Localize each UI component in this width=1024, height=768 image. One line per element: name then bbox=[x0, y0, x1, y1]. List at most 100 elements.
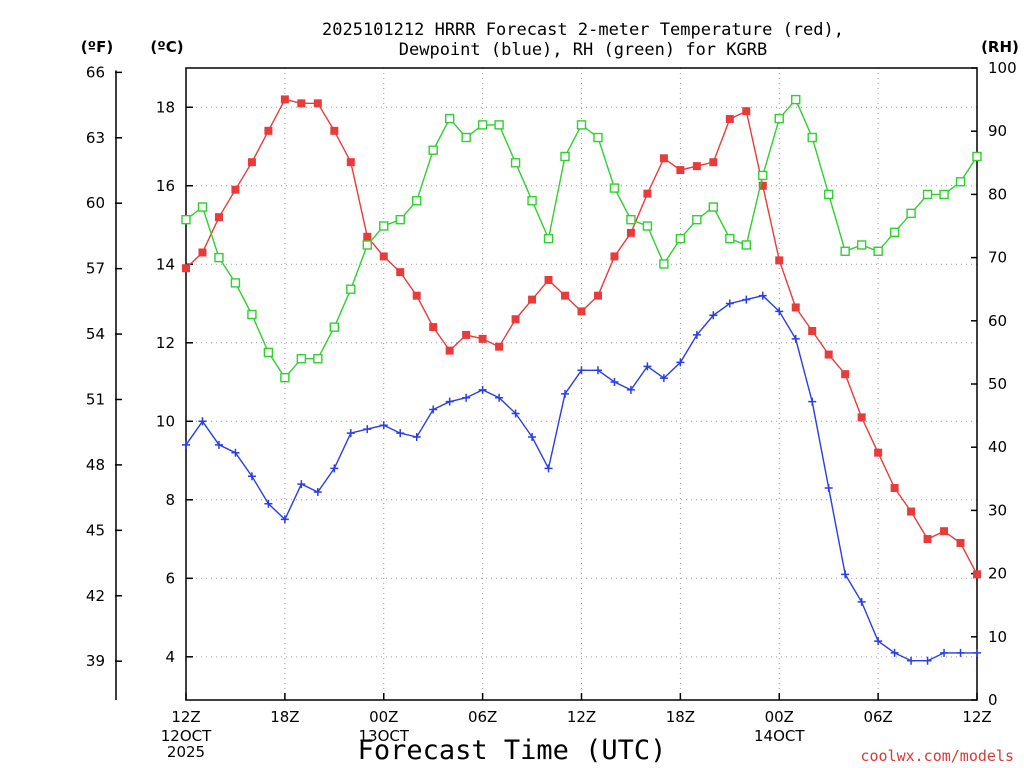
temperature-point bbox=[907, 507, 916, 516]
dewpoint-point bbox=[412, 432, 421, 441]
rh-point bbox=[741, 240, 751, 250]
temperature-point bbox=[231, 185, 240, 194]
celsius-unit-label: (ºC) bbox=[150, 38, 183, 56]
rh-point bbox=[675, 233, 686, 244]
dewpoint-point bbox=[890, 648, 899, 657]
rh-point bbox=[609, 183, 620, 193]
dewpoint-point bbox=[396, 429, 405, 438]
temperature-point bbox=[429, 323, 438, 332]
dewpoint-point bbox=[956, 648, 965, 657]
celsius-tick-label: 10 bbox=[156, 412, 175, 430]
temperature-point bbox=[561, 291, 570, 300]
series-dewpoint bbox=[182, 291, 981, 665]
x-tick-date-label: 12OCT bbox=[161, 727, 212, 745]
temperature-point bbox=[445, 346, 454, 355]
temperature-point bbox=[775, 256, 784, 265]
x-tick-label: 12Z bbox=[567, 708, 596, 726]
celsius-tick-label: 14 bbox=[156, 255, 175, 273]
rh-point bbox=[593, 132, 603, 143]
rh-point bbox=[659, 259, 669, 269]
fahrenheit-tick-label: 51 bbox=[86, 390, 105, 408]
dewpoint-point bbox=[561, 389, 570, 398]
temperature-point bbox=[577, 307, 586, 316]
temperature-point bbox=[264, 126, 273, 135]
series-temperature bbox=[182, 95, 981, 579]
x-tick-label: 12Z bbox=[962, 708, 991, 726]
rh-tick-label: 40 bbox=[988, 438, 1007, 456]
temperature-point bbox=[940, 527, 949, 536]
celsius-tick-label: 8 bbox=[165, 491, 175, 509]
dewpoint-point bbox=[676, 358, 685, 367]
dewpoint-point bbox=[511, 409, 520, 418]
celsius-tick-label: 4 bbox=[165, 648, 175, 666]
temperature-point bbox=[593, 291, 602, 300]
temperature-point bbox=[363, 232, 372, 241]
temperature-point bbox=[182, 264, 190, 273]
temperature-point bbox=[709, 158, 718, 167]
x-tick-date-label: 14OCT bbox=[754, 727, 805, 745]
series-rh bbox=[181, 94, 982, 383]
x-tick-label: 00Z bbox=[369, 708, 398, 726]
dewpoint-point bbox=[429, 405, 438, 414]
dewpoint-point bbox=[725, 299, 734, 308]
data-series bbox=[181, 94, 982, 665]
dewpoint-point bbox=[692, 330, 701, 339]
rh-point bbox=[428, 145, 438, 155]
dewpoint-point bbox=[363, 425, 372, 434]
fahrenheit-tick-label: 42 bbox=[86, 587, 105, 605]
rh-point bbox=[758, 170, 768, 181]
rh-tick-label: 20 bbox=[988, 565, 1007, 583]
dewpoint-point bbox=[973, 648, 981, 657]
rh-tick-label: 100 bbox=[988, 59, 1017, 77]
dewpoint-point bbox=[445, 397, 454, 406]
rh-point bbox=[510, 158, 521, 168]
temperature-point bbox=[528, 295, 537, 304]
dewpoint-point bbox=[182, 440, 190, 449]
celsius-tick-label: 6 bbox=[165, 569, 175, 587]
temperature-point bbox=[841, 370, 850, 379]
dewpoint-point bbox=[659, 374, 668, 383]
dewpoint-point bbox=[758, 291, 767, 300]
rh-point bbox=[626, 214, 636, 225]
dewpoint-point bbox=[824, 484, 833, 493]
temperature-point bbox=[495, 342, 504, 351]
rh-point bbox=[922, 189, 933, 200]
x-tick-date-label: 2025 bbox=[167, 743, 205, 761]
temperature-point bbox=[330, 126, 339, 135]
temperature-point bbox=[412, 291, 421, 300]
rh-point bbox=[362, 240, 372, 250]
rh-tick-label: 10 bbox=[988, 628, 1007, 646]
rh-tick-label: 60 bbox=[988, 312, 1007, 330]
rh-point bbox=[560, 151, 570, 162]
rh-tick-label: 70 bbox=[988, 249, 1007, 267]
celsius-tick-label: 18 bbox=[156, 98, 175, 116]
temperature-point bbox=[824, 350, 833, 359]
rh-point bbox=[823, 189, 834, 200]
temperature-point bbox=[511, 315, 520, 324]
temperature-point bbox=[659, 154, 668, 163]
temperature-point bbox=[643, 189, 652, 198]
fahrenheit-unit-label: (ºF) bbox=[81, 38, 113, 56]
rh-point bbox=[214, 252, 224, 263]
dewpoint-point bbox=[775, 307, 784, 316]
rh-point bbox=[939, 189, 949, 200]
temperature-point bbox=[890, 484, 899, 493]
fahrenheit-tick-label: 39 bbox=[86, 652, 105, 670]
x-tick-label: 06Z bbox=[468, 708, 497, 726]
celsius-tick-label: 12 bbox=[156, 334, 175, 352]
rh-point bbox=[774, 113, 784, 124]
fahrenheit-tick-label: 45 bbox=[86, 521, 105, 539]
dewpoint-point bbox=[379, 421, 388, 430]
gridlines bbox=[186, 68, 977, 700]
x-tick-label: 06Z bbox=[863, 708, 892, 726]
temperature-point bbox=[379, 252, 388, 261]
rh-point bbox=[263, 347, 274, 358]
rh-tick-label: 30 bbox=[988, 501, 1007, 519]
rh-point bbox=[856, 240, 867, 250]
temperature-point bbox=[198, 248, 207, 257]
rh-point bbox=[543, 233, 554, 244]
temperature-point bbox=[874, 448, 883, 457]
fahrenheit-tick-label: 66 bbox=[86, 63, 105, 81]
rh-point bbox=[692, 214, 702, 225]
